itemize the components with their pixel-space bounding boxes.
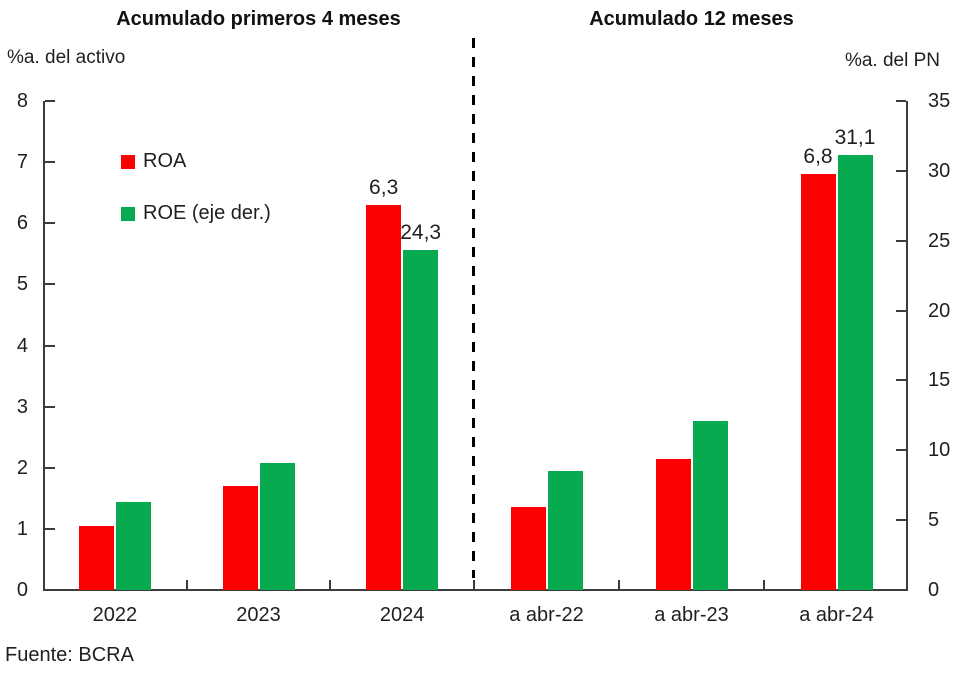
bar-roa-2022 — [78, 526, 114, 590]
bar-roe-2023 — [259, 463, 295, 590]
category-label: a abr-23 — [654, 604, 729, 626]
left-axis-unit-label: %a. del activo — [7, 47, 126, 68]
panel-divider-dashed-line — [472, 38, 475, 578]
left-y-tick — [45, 344, 55, 347]
legend-item-roa: ROA — [121, 150, 186, 173]
left-y-tick — [45, 589, 55, 591]
category-label: a abr-22 — [509, 604, 584, 626]
bar-value-label: 24,3 — [400, 221, 442, 244]
bar-value-label: 6,3 — [369, 176, 399, 199]
right-y-tick — [896, 519, 906, 522]
x-axis-tick — [618, 580, 620, 590]
right-axis-unit-label: %a. del PN — [844, 50, 940, 71]
right-y-tick — [896, 169, 906, 172]
right-y-tick — [896, 239, 906, 242]
right-y-tick-label: 10 — [928, 439, 951, 462]
x-axis-tick — [763, 580, 765, 590]
right-y-axis-line — [906, 101, 908, 590]
left-panel-title: Acumulado primeros 4 meses — [116, 8, 401, 30]
roe-legend-swatch-icon — [121, 206, 135, 221]
bar-roe-2022 — [115, 502, 151, 590]
left-y-tick — [45, 222, 55, 225]
right-panel-title: Acumulado 12 meses — [589, 8, 794, 30]
legend-label-roe: ROE (eje der.) — [143, 202, 271, 224]
right-y-tick-label: 15 — [928, 369, 951, 392]
left-y-tick-label: 8 — [16, 90, 28, 112]
right-y-tick-label: 0 — [928, 579, 940, 601]
right-y-tick-label: 35 — [928, 90, 951, 112]
right-y-tick — [896, 100, 906, 102]
right-y-tick — [896, 589, 906, 591]
bar-roe-a-abr-23 — [692, 421, 728, 590]
right-y-tick-label: 25 — [928, 229, 951, 252]
x-axis-line — [43, 589, 908, 591]
left-y-tick — [45, 283, 55, 286]
bar-roa-2024 — [366, 205, 402, 590]
left-y-tick — [45, 405, 55, 408]
bar-roe-2024 — [403, 250, 439, 590]
bar-value-label: 6,8 — [803, 145, 833, 168]
left-y-tick — [45, 466, 55, 469]
left-y-tick-label: 6 — [16, 212, 28, 235]
legend-item-roe: ROE (eje der.) — [121, 202, 271, 225]
x-axis-tick — [329, 580, 332, 590]
legend-label-roa: ROA — [143, 150, 187, 172]
bar-value-label: 31,1 — [834, 126, 876, 149]
category-label: 2024 — [379, 604, 425, 626]
right-y-tick-label: 20 — [928, 299, 951, 322]
bar-roe-a-abr-24 — [837, 155, 873, 590]
bar-roa-a-abr-23 — [655, 459, 691, 590]
left-y-axis-line — [43, 101, 45, 590]
x-axis-tick — [473, 580, 475, 590]
category-label: 2023 — [236, 604, 281, 626]
left-y-tick-label: 4 — [16, 334, 28, 357]
left-y-tick-label: 2 — [16, 456, 28, 479]
left-y-tick-label: 5 — [16, 273, 28, 296]
left-y-tick — [45, 527, 55, 530]
left-y-tick-label: 7 — [16, 151, 28, 174]
roa-legend-swatch-icon — [121, 154, 135, 169]
left-y-tick-label: 3 — [16, 395, 28, 418]
bar-roe-a-abr-22 — [547, 471, 583, 590]
bar-roa-2023 — [222, 486, 258, 590]
bar-roa-a-abr-24 — [800, 174, 836, 590]
bar-roa-a-abr-22 — [510, 507, 546, 590]
category-label: 2022 — [92, 604, 138, 626]
left-y-tick — [45, 100, 55, 102]
x-axis-tick — [185, 580, 188, 590]
source-note: Fuente: BCRA — [5, 644, 134, 666]
left-y-tick-label: 0 — [16, 579, 28, 601]
right-y-tick — [896, 309, 906, 312]
right-y-tick — [896, 449, 906, 452]
left-y-tick — [45, 161, 55, 164]
right-y-tick-label: 30 — [928, 159, 951, 182]
left-y-tick-label: 1 — [16, 517, 28, 540]
right-y-tick-label: 5 — [928, 509, 940, 532]
right-y-tick — [896, 379, 906, 382]
category-label: a abr-24 — [799, 604, 874, 626]
